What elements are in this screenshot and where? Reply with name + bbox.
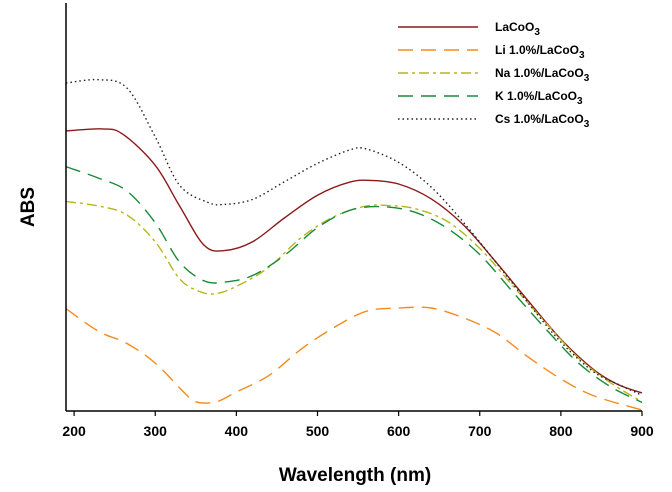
series-line-1 xyxy=(65,306,643,411)
x-tick-label: 200 xyxy=(62,423,86,439)
x-tick-label: 800 xyxy=(549,423,573,439)
y-axis-title: ABS xyxy=(18,187,39,227)
legend-label-2: Na 1.0%/LaCoO3 xyxy=(495,66,590,84)
x-axis-title: Wavelength (nm) xyxy=(279,465,431,486)
x-tick-label: 500 xyxy=(306,423,330,439)
legend: LaCoO3 Li 1.0%/LaCoO3 Na 1.0%/LaCoO3 K 1.0%… xyxy=(398,20,590,130)
x-ticks: 200 300 400 500 600 700 800 900 xyxy=(62,411,654,439)
legend-label-4: Cs 1.0%/LaCoO3 xyxy=(495,112,590,130)
x-tick-label: 400 xyxy=(225,423,249,439)
series-line-3 xyxy=(65,165,643,404)
legend-label-1: Li 1.0%/LaCoO3 xyxy=(495,43,585,61)
plot-background xyxy=(66,3,642,411)
series-line-4 xyxy=(65,78,643,396)
series-layer xyxy=(65,78,643,411)
legend-label-0: LaCoO3 xyxy=(495,20,540,38)
x-tick-label: 300 xyxy=(144,423,168,439)
x-tick-label: 900 xyxy=(630,423,654,439)
axes-layer xyxy=(65,3,642,412)
x-tick-label: 600 xyxy=(387,423,411,439)
x-tick-label: 700 xyxy=(468,423,492,439)
legend-label-3: K 1.0%/LaCoO3 xyxy=(495,89,583,107)
